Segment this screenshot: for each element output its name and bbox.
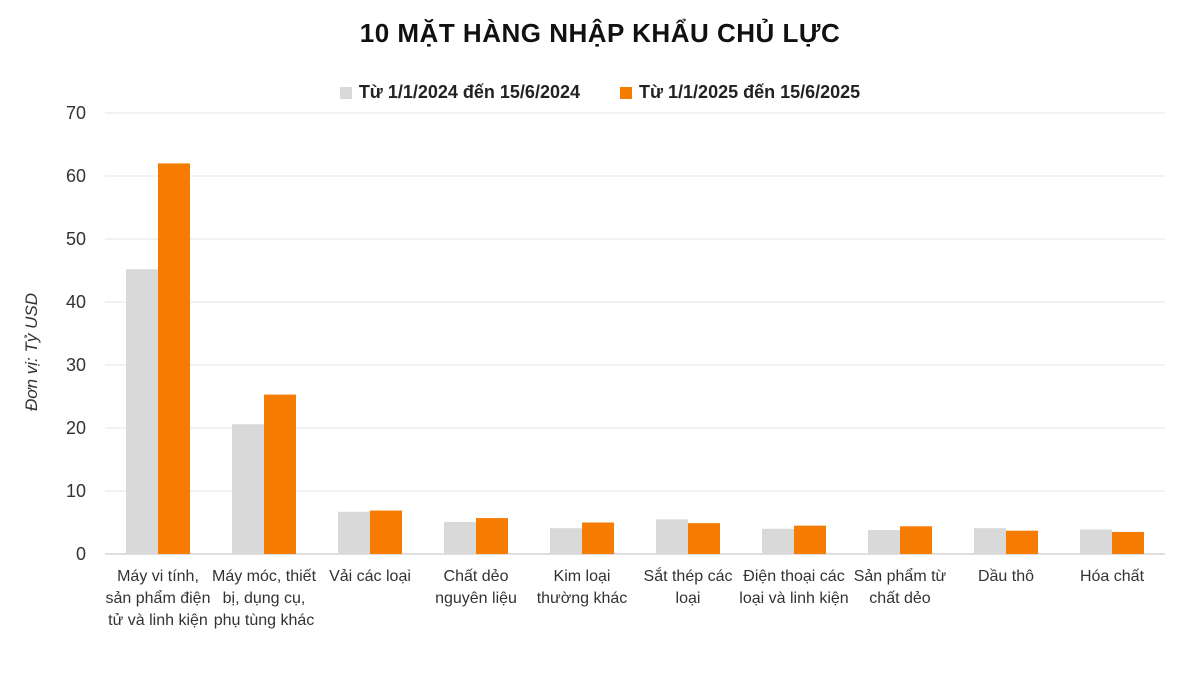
bar-2024 bbox=[762, 528, 794, 554]
chart-legend: Từ 1/1/2024 đến 15/6/2024 Từ 1/1/2025 đế… bbox=[0, 82, 1200, 103]
bar-2025 bbox=[1112, 531, 1144, 554]
legend-item-2025: Từ 1/1/2025 đến 15/6/2025 bbox=[620, 82, 860, 103]
bar-2025 bbox=[582, 522, 614, 554]
x-tick-label: Sắt thép các loại bbox=[643, 568, 733, 607]
y-tick-label: 70 bbox=[66, 103, 86, 123]
x-tick-label: Sản phẩm từ chất dẻo bbox=[853, 568, 947, 607]
y-tick-label: 40 bbox=[66, 292, 86, 312]
y-tick-label: 50 bbox=[66, 229, 86, 249]
x-tick-label: Máy vi tính, sản phẩm điện tử và linh ki… bbox=[105, 568, 211, 629]
chart-title: 10 MẶT HÀNG NHẬP KHẨU CHỦ LỰC bbox=[359, 18, 841, 48]
y-tick-label: 10 bbox=[66, 481, 86, 501]
bar-2025 bbox=[476, 518, 508, 554]
bar-2025 bbox=[794, 525, 826, 554]
bar-2024 bbox=[1080, 529, 1112, 554]
bar-2024 bbox=[338, 511, 370, 554]
bar-2024 bbox=[550, 528, 582, 554]
bar-2024 bbox=[974, 528, 1006, 554]
legend-item-2024: Từ 1/1/2024 đến 15/6/2024 bbox=[339, 82, 580, 103]
x-tick-label: Dầu thô bbox=[977, 568, 1035, 585]
bar-2025 bbox=[158, 163, 190, 554]
y-tick-label: 20 bbox=[66, 418, 86, 438]
legend-label-2024: Từ 1/1/2024 đến 15/6/2024 bbox=[358, 82, 580, 102]
x-tick-label: Vải các loại bbox=[329, 568, 411, 585]
bar-2025 bbox=[370, 510, 402, 554]
bar-2025 bbox=[264, 394, 296, 554]
bar-2024 bbox=[656, 519, 688, 554]
bar-2024 bbox=[868, 530, 900, 554]
legend-swatch-2025 bbox=[620, 86, 632, 99]
legend-swatch-2024 bbox=[339, 86, 352, 99]
x-tick-label: Hóa chất bbox=[1079, 568, 1145, 585]
x-tick-label: Máy móc, thiết bị, dụng cụ, phụ tùng khá… bbox=[211, 568, 317, 629]
y-tick-label: 0 bbox=[76, 544, 86, 564]
x-tick-label: Điện thoại các loại và linh kiện bbox=[739, 568, 849, 607]
bar-2025 bbox=[900, 526, 932, 554]
bar-2024 bbox=[126, 269, 158, 554]
y-tick-label: 30 bbox=[66, 355, 86, 375]
bar-2024 bbox=[232, 424, 264, 554]
bar-2025 bbox=[1006, 530, 1038, 554]
x-tick-label: Kim loại thường khác bbox=[536, 568, 628, 607]
x-tick-label: Chất dẻo nguyên liệu bbox=[435, 568, 517, 607]
bar-2025 bbox=[688, 523, 720, 554]
y-tick-label: 60 bbox=[66, 166, 86, 186]
legend-label-2025: Từ 1/1/2025 đến 15/6/2025 bbox=[639, 82, 861, 102]
bar-2024 bbox=[444, 521, 476, 554]
